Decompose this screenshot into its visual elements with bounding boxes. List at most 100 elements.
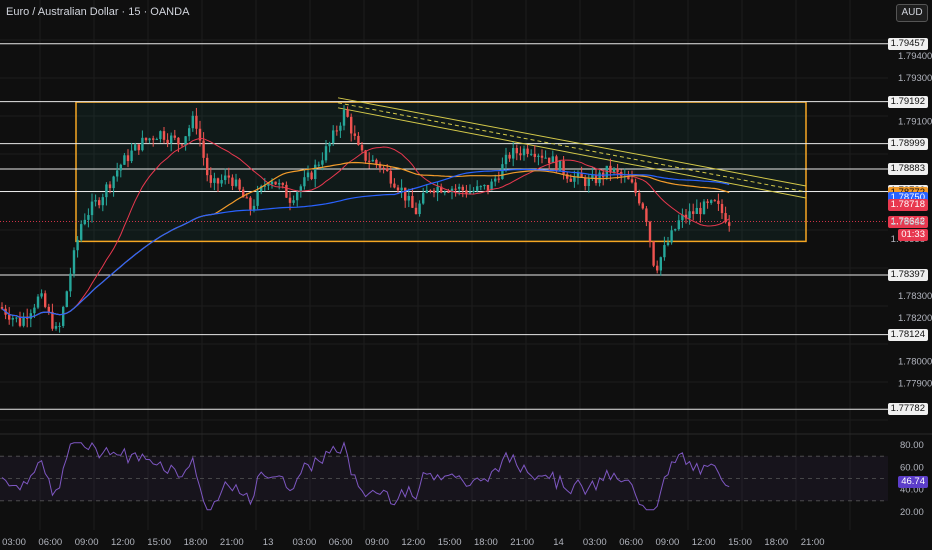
time-tick: 09:00 xyxy=(74,537,99,548)
candle-body xyxy=(44,293,47,307)
candle-body xyxy=(684,214,688,219)
moving-averages xyxy=(1,137,730,319)
candle-body xyxy=(260,186,263,192)
rsi-tick: 60.00 xyxy=(900,462,924,473)
candle-body xyxy=(634,182,637,193)
time-tick: 12:00 xyxy=(111,537,135,548)
range-rectangle[interactable] xyxy=(75,101,807,243)
candle-body xyxy=(69,273,72,292)
candle-body xyxy=(562,160,565,175)
candle-body xyxy=(288,197,292,203)
candle-body xyxy=(573,176,576,182)
candle-body xyxy=(162,131,166,140)
channel-bottom[interactable] xyxy=(337,107,807,199)
candle-body xyxy=(400,187,403,191)
candle-body xyxy=(422,193,425,204)
candle-body xyxy=(195,115,198,129)
candle-body xyxy=(699,207,702,215)
candle-body xyxy=(101,197,104,206)
time-tick: 09:00 xyxy=(655,537,680,548)
time-tick: 15:00 xyxy=(147,537,172,548)
candle-body xyxy=(227,175,230,178)
price-tick: 1.78000 xyxy=(898,357,932,368)
candle-body xyxy=(170,135,173,144)
candle-body xyxy=(202,140,205,158)
candle-body xyxy=(386,168,389,172)
price-axis-ticks: 1.79400 1.79300 1.79100 1.78200 1.78300 1.780… xyxy=(898,51,932,389)
candle-body xyxy=(641,203,644,209)
chart-grid xyxy=(0,0,932,530)
candle-body xyxy=(314,164,317,179)
candle-body xyxy=(548,157,551,164)
candle-body xyxy=(710,200,713,203)
candle-body xyxy=(224,175,227,181)
symbol-title[interactable]: Euro / Australian Dollar · 15 · OANDA xyxy=(6,6,190,18)
candle-body xyxy=(36,296,40,308)
candle-body xyxy=(328,142,331,147)
candle-body xyxy=(87,215,90,220)
rsi-tick: 40.00 xyxy=(900,485,924,496)
price-label: 1.77782 xyxy=(887,403,928,416)
candle-body xyxy=(576,172,580,177)
price-tick: 1.79400 xyxy=(898,51,932,62)
candle-body xyxy=(306,172,310,178)
candle-body xyxy=(533,153,536,157)
candle-body xyxy=(72,250,76,274)
candle-body xyxy=(188,128,191,137)
candle-body xyxy=(173,135,176,138)
candle-body xyxy=(144,137,148,141)
horizontal-levels[interactable] xyxy=(0,43,888,410)
candle-body xyxy=(648,221,652,242)
currency-button[interactable]: AUD xyxy=(896,4,928,22)
candle-body xyxy=(65,291,68,307)
candle-body xyxy=(263,185,266,187)
price-label: 1.78397 xyxy=(887,269,928,282)
candle-body xyxy=(476,186,479,191)
candle-body xyxy=(414,207,418,215)
time-tick: 12:00 xyxy=(691,537,716,548)
candle-body xyxy=(461,186,464,191)
candle-body xyxy=(177,137,180,145)
candle-body xyxy=(519,153,522,156)
price-label: 1.79192 xyxy=(887,95,928,108)
candle-body xyxy=(494,178,497,182)
candle-body xyxy=(706,201,709,203)
candle-body xyxy=(15,317,18,319)
channel-mid[interactable] xyxy=(337,102,807,193)
candle-body xyxy=(54,326,58,329)
candle-body xyxy=(234,179,238,186)
candle-body xyxy=(112,176,115,189)
time-tick: 21:00 xyxy=(219,537,244,548)
candle-body xyxy=(364,150,367,161)
candle-body xyxy=(141,137,144,151)
candle-body xyxy=(504,154,508,165)
time-tick: 09:00 xyxy=(365,537,389,548)
candle-body xyxy=(389,171,392,184)
candle-body xyxy=(98,200,101,206)
candle-body xyxy=(8,314,11,320)
descending-channel[interactable] xyxy=(337,97,807,199)
candle-body xyxy=(512,148,515,159)
candle-body xyxy=(443,191,446,193)
candle-body xyxy=(134,144,137,151)
candle-body xyxy=(299,186,302,193)
candle-body xyxy=(303,177,306,187)
candle-body xyxy=(148,138,151,141)
candle-body xyxy=(159,131,162,140)
candle-body xyxy=(357,135,360,145)
candle-body xyxy=(22,316,25,326)
channel-top[interactable] xyxy=(337,97,807,187)
price-tick: 1.78200 xyxy=(898,313,932,324)
candle-body xyxy=(566,174,569,179)
candle-body xyxy=(346,109,349,117)
price-label: 1.78124 xyxy=(887,328,928,341)
candle-body xyxy=(587,178,590,187)
candle-body xyxy=(209,175,212,183)
candle-body xyxy=(198,128,202,141)
time-tick: 06:00 xyxy=(328,537,353,548)
rsi-pane[interactable] xyxy=(0,441,888,511)
range-box[interactable] xyxy=(75,101,807,243)
rsi-tick: 20.00 xyxy=(900,507,924,518)
candle-body xyxy=(152,138,155,140)
